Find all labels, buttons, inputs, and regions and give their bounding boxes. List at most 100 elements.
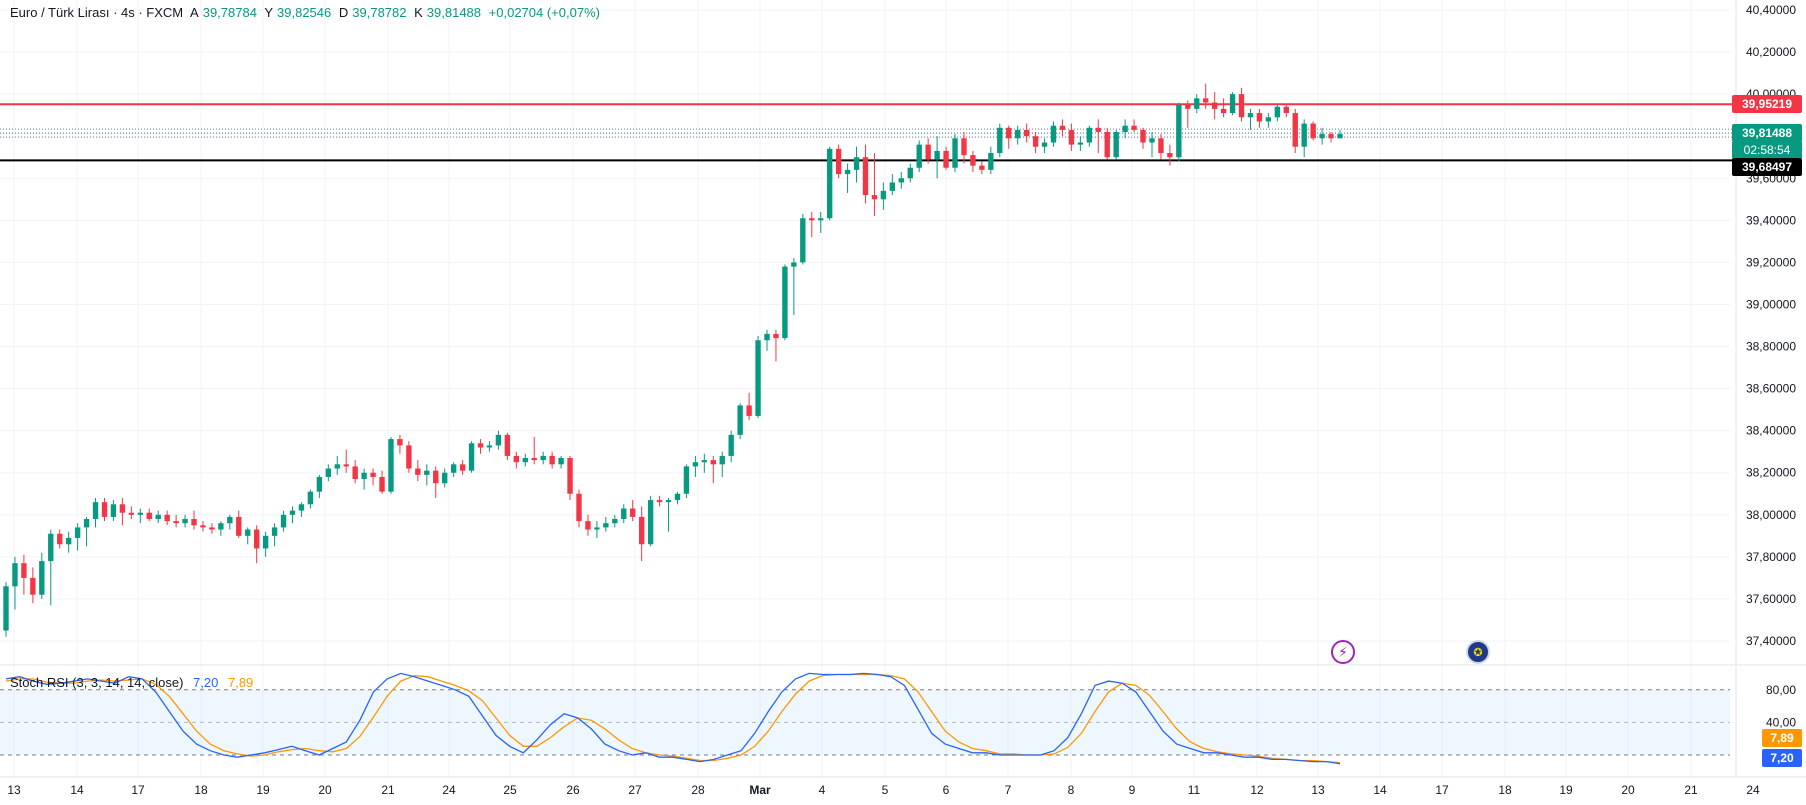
candle-body (1319, 134, 1325, 139)
candle-body (1265, 117, 1272, 122)
candle-body (522, 458, 528, 463)
lightning-icon[interactable]: ⚡ (1331, 640, 1355, 664)
change-value: +0,02704 (+0,07%) (488, 5, 600, 20)
candle-body (388, 439, 394, 492)
candle-body (665, 500, 672, 503)
current-price-label: 39,81488 (1732, 124, 1802, 142)
candle-body (1131, 125, 1137, 130)
candle-body (119, 504, 126, 513)
candle-body (1310, 123, 1316, 139)
price-tick-label: 37,60000 (1746, 592, 1796, 606)
candle-body (755, 340, 761, 416)
price-tick-label: 37,40000 (1746, 634, 1796, 648)
candle-body (424, 470, 430, 475)
low-label: D (338, 5, 349, 20)
candle-body (12, 563, 18, 587)
time-axis-label: 12 (1250, 783, 1264, 797)
candle-body (997, 127, 1003, 154)
candle-body (74, 527, 81, 538)
candle-body (307, 491, 314, 505)
candle-body (647, 500, 654, 545)
candle-body (495, 434, 502, 446)
candle-body (1059, 125, 1066, 130)
close-value: 39,81488 (426, 5, 482, 20)
candle-body (1015, 129, 1021, 139)
candle-body (594, 527, 600, 530)
candle-body (1220, 108, 1227, 114)
candle-body (415, 468, 421, 475)
resistance-price-label: 39,95219 (1732, 95, 1802, 113)
candle-body (916, 144, 922, 168)
candle-body (30, 577, 36, 595)
candle-body (334, 464, 340, 469)
candle-body (110, 504, 117, 517)
time-axis-label: 27 (628, 783, 642, 797)
candle-body (621, 508, 627, 520)
candle-body (871, 195, 878, 200)
candle-body (352, 466, 358, 480)
candle-body (442, 472, 448, 484)
candle-body (236, 516, 242, 536)
high-value: 39,82546 (277, 5, 332, 20)
candle-body (898, 178, 904, 183)
candle-body (1023, 129, 1030, 137)
countdown-label: 02:58:54 (1732, 141, 1802, 159)
candle-body (343, 464, 349, 467)
price-tick-label: 39,40000 (1746, 213, 1796, 227)
time-axis-label: 13 (1311, 783, 1325, 797)
candle-body (961, 138, 967, 156)
time-axis-label: 17 (1435, 783, 1449, 797)
candle-body (1283, 106, 1289, 114)
candle-body (298, 504, 305, 511)
candle-body (1301, 123, 1307, 147)
candle-body (513, 455, 520, 463)
candle-body (1041, 142, 1048, 147)
candle-body (101, 502, 108, 517)
candle-body (1095, 127, 1101, 132)
candle-body (146, 512, 152, 520)
time-axis-label: 28 (691, 783, 705, 797)
time-axis-label: 6 (943, 783, 950, 797)
stoch-mid-label: 40,00 (1766, 715, 1796, 729)
candle-body (450, 464, 457, 473)
price-tick-label: 38,40000 (1746, 424, 1796, 438)
candle-body (1140, 129, 1146, 143)
stoch-upper-label: 80,00 (1766, 683, 1796, 697)
candle-body (1068, 129, 1075, 145)
candle-body (1203, 98, 1209, 103)
time-axis-label: Mar (749, 783, 771, 797)
candle-body (540, 455, 546, 461)
candle-body (907, 167, 913, 179)
candle-body (1185, 104, 1191, 109)
price-tick-label: 39,20000 (1746, 255, 1796, 269)
candle-body (3, 586, 9, 631)
candle-body (1328, 134, 1334, 139)
candle-body (245, 529, 251, 536)
candle-body (1256, 113, 1263, 122)
stoch-rsi-k-line (5, 672, 1341, 765)
support-price-label: 39,68497 (1732, 158, 1802, 176)
time-axis-label: 20 (318, 783, 332, 797)
candle-body (191, 519, 197, 526)
candle-body (1229, 94, 1236, 114)
eu-flag-icon[interactable]: ✪ (1466, 640, 1490, 664)
candle-body (710, 460, 716, 465)
candle-body (262, 535, 269, 549)
candle-body (674, 493, 681, 501)
candle-body (164, 514, 170, 522)
candle-body (92, 502, 99, 520)
candle-body (1167, 153, 1173, 158)
candle-body (934, 150, 940, 160)
time-axis-label: 13 (7, 783, 21, 797)
candle-body (173, 521, 179, 524)
candle-body (818, 218, 824, 221)
price-tick-label: 37,80000 (1746, 550, 1796, 564)
candle-body (227, 516, 233, 524)
low-value: 39,78782 (352, 5, 407, 20)
time-axis-label: 24 (442, 783, 456, 797)
candle-body (48, 533, 54, 562)
candle-body (782, 266, 788, 339)
candle-body (468, 443, 475, 471)
